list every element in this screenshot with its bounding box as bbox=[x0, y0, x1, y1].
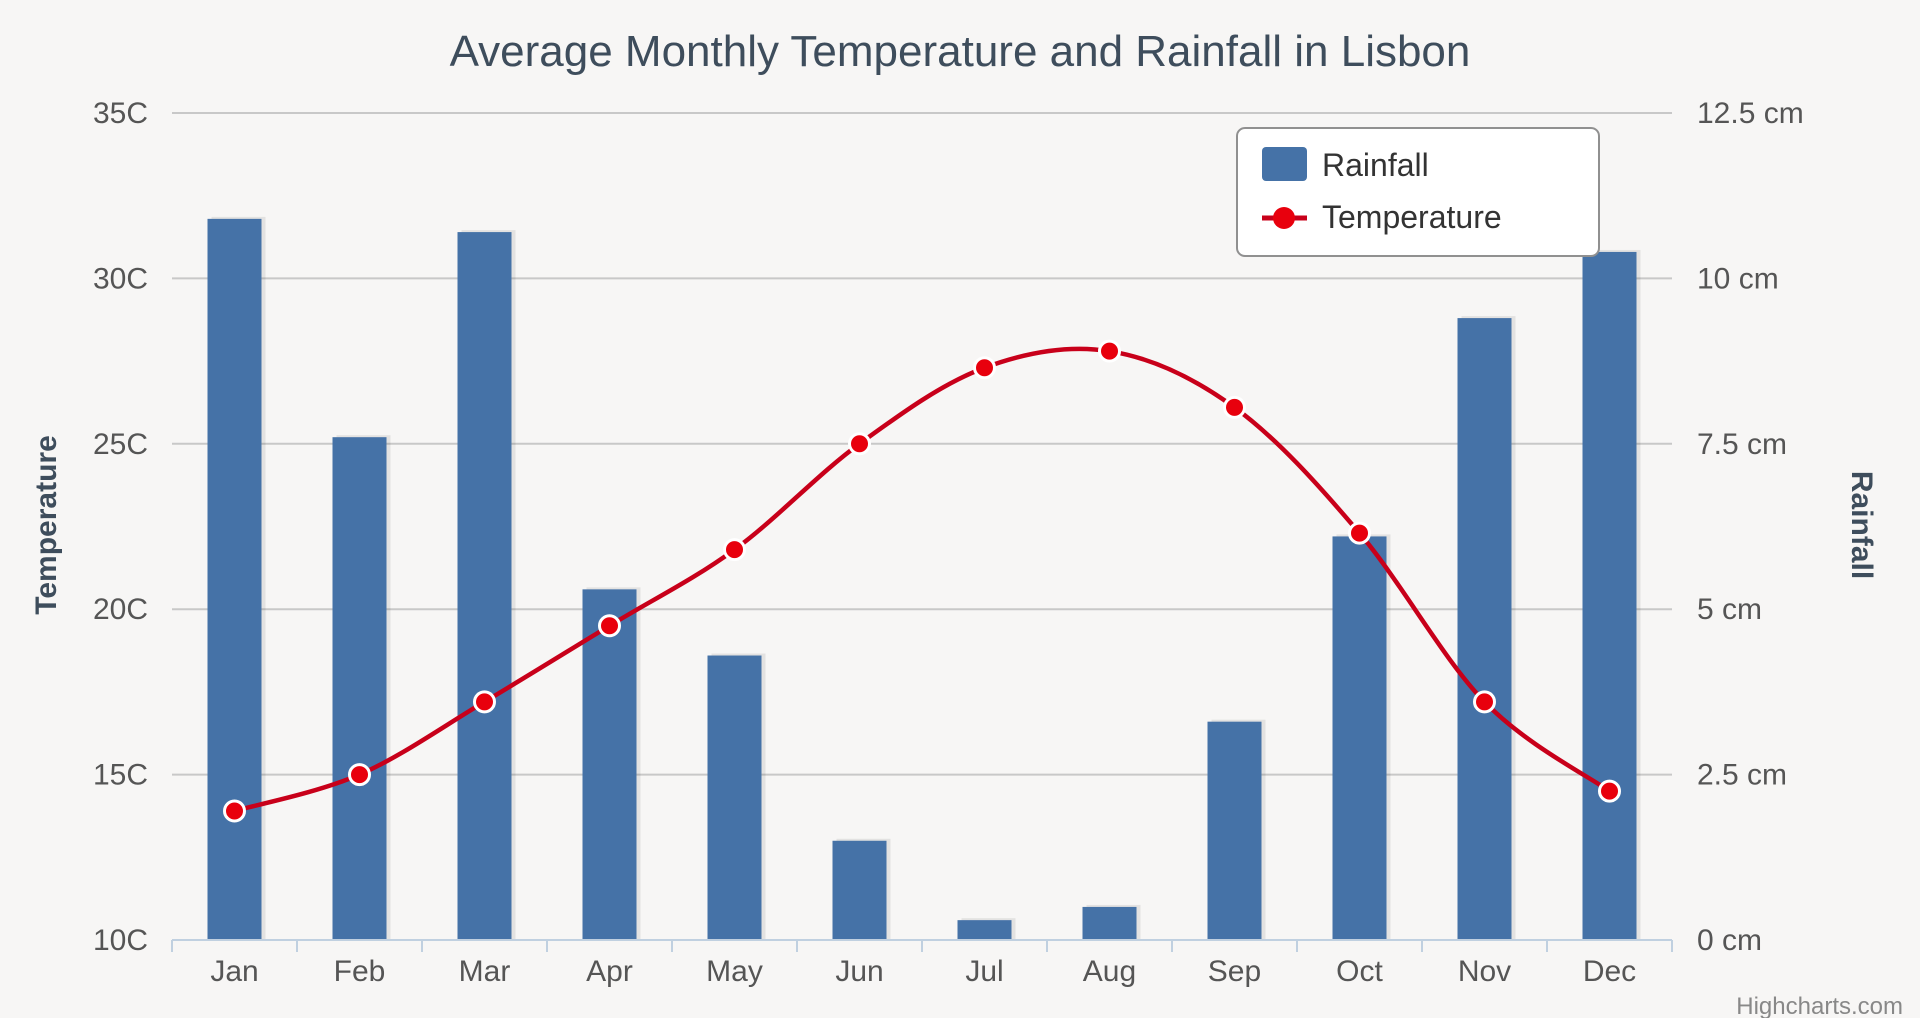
x-tick-label: Feb bbox=[334, 955, 386, 988]
rainfall-bar-sep[interactable] bbox=[1207, 721, 1262, 940]
temperature-point-mar[interactable] bbox=[473, 690, 496, 714]
x-tick-label: Dec bbox=[1583, 955, 1636, 988]
x-tick-label: Aug bbox=[1083, 955, 1136, 988]
rainfall-series bbox=[207, 216, 1641, 940]
left-tick-label: 15C bbox=[93, 759, 148, 792]
x-tick-label: Jun bbox=[835, 955, 883, 988]
legend-temperature-label: Temperature bbox=[1322, 199, 1502, 235]
legend-rainfall-swatch bbox=[1262, 147, 1307, 181]
rainfall-bar-aug[interactable] bbox=[1082, 906, 1137, 940]
left-tick-label: 10C bbox=[93, 924, 148, 957]
temperature-series bbox=[223, 339, 1621, 823]
right-tick-label: 12.5 cm bbox=[1697, 97, 1804, 130]
left-tick-label: 20C bbox=[93, 593, 148, 626]
temperature-line bbox=[233, 346, 1611, 814]
x-tick-label: Oct bbox=[1336, 955, 1383, 988]
rainfall-bar-nov[interactable] bbox=[1457, 318, 1512, 940]
temperature-point-oct[interactable] bbox=[1348, 521, 1371, 545]
temperature-point-may[interactable] bbox=[723, 538, 746, 562]
x-tick-label: Apr bbox=[586, 955, 633, 988]
grid-lines bbox=[172, 112, 1672, 776]
temperature-point-sep[interactable] bbox=[1223, 395, 1246, 419]
right-tick-label: 0 cm bbox=[1697, 924, 1762, 957]
legend-temperature-marker bbox=[1273, 207, 1295, 229]
left-tick-label: 25C bbox=[93, 428, 148, 461]
right-tick-label: 5 cm bbox=[1697, 593, 1762, 626]
temperature-point-apr[interactable] bbox=[598, 614, 621, 638]
rainfall-bar-dec[interactable] bbox=[1582, 251, 1637, 940]
legend[interactable]: Rainfall Temperature bbox=[1236, 127, 1600, 257]
x-tick-label: May bbox=[706, 955, 763, 988]
temperature-point-jul[interactable] bbox=[973, 356, 996, 380]
chart-title: Average Monthly Temperature and Rainfall… bbox=[450, 27, 1471, 76]
left-axis-ticks: 10C 15C 20C 25C 30C 35C bbox=[93, 97, 148, 957]
rainfall-bar-oct[interactable] bbox=[1332, 536, 1387, 940]
legend-rainfall-label: Rainfall bbox=[1322, 147, 1429, 183]
rainfall-bar-jun[interactable] bbox=[832, 840, 887, 940]
x-tick-label: Jan bbox=[210, 955, 258, 988]
left-tick-label: 35C bbox=[93, 97, 148, 130]
right-tick-label: 2.5 cm bbox=[1697, 759, 1787, 792]
temperature-point-dec[interactable] bbox=[1598, 779, 1621, 803]
right-axis-title: Rainfall bbox=[1845, 471, 1878, 579]
x-axis: Jan Feb Mar Apr May Jun Jul Aug Sep Oct Nov Dec bbox=[171, 939, 1673, 988]
rainfall-bar-jan[interactable] bbox=[207, 218, 262, 940]
left-axis-title: Temperature bbox=[30, 435, 63, 615]
rainfall-bar-mar[interactable] bbox=[457, 232, 512, 940]
rainfall-bar-feb[interactable] bbox=[332, 437, 387, 940]
x-tick-label: Mar bbox=[459, 955, 511, 988]
x-tick-label: Jul bbox=[965, 955, 1003, 988]
left-tick-label: 30C bbox=[93, 262, 148, 295]
rainfall-bar-may[interactable] bbox=[707, 655, 762, 940]
rainfall-bar-apr[interactable] bbox=[582, 589, 637, 940]
right-tick-label: 10 cm bbox=[1697, 262, 1779, 295]
rainfall-bar-jul[interactable] bbox=[957, 920, 1012, 940]
temperature-point-nov[interactable] bbox=[1473, 690, 1496, 714]
temperature-point-jan[interactable] bbox=[223, 799, 246, 823]
right-tick-label: 7.5 cm bbox=[1697, 428, 1787, 461]
x-tick-label: Nov bbox=[1458, 955, 1511, 988]
right-axis-ticks: 0 cm 2.5 cm 5 cm 7.5 cm 10 cm 12.5 cm bbox=[1697, 97, 1804, 957]
temperature-point-jun[interactable] bbox=[848, 432, 871, 456]
credits-link[interactable]: Highcharts.com bbox=[1736, 993, 1903, 1018]
legend-item-temperature[interactable]: Temperature bbox=[1262, 199, 1502, 235]
legend-box bbox=[1236, 127, 1600, 257]
legend-item-rainfall[interactable]: Rainfall bbox=[1262, 147, 1429, 183]
temperature-point-feb[interactable] bbox=[348, 763, 371, 787]
temperature-point-aug[interactable] bbox=[1098, 339, 1121, 363]
x-tick-label: Sep bbox=[1208, 955, 1261, 988]
